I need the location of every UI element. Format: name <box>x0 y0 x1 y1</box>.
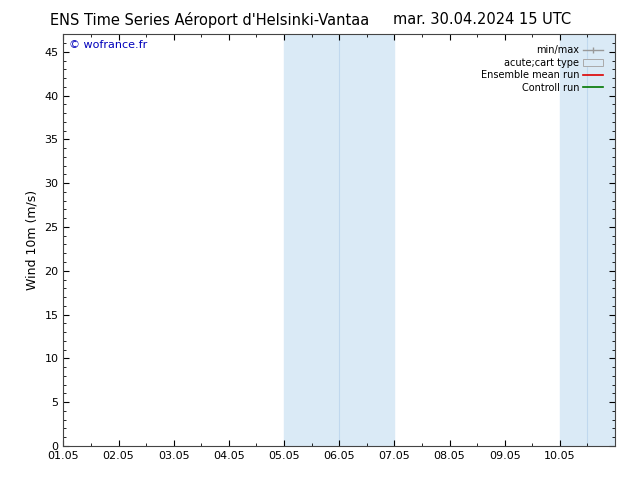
Text: © wofrance.fr: © wofrance.fr <box>69 41 147 50</box>
Y-axis label: Wind 10m (m/s): Wind 10m (m/s) <box>26 190 39 290</box>
Text: mar. 30.04.2024 15 UTC: mar. 30.04.2024 15 UTC <box>393 12 571 27</box>
Bar <box>560 34 615 446</box>
Bar <box>284 34 394 446</box>
Text: ENS Time Series Aéroport d'Helsinki-Vantaa: ENS Time Series Aéroport d'Helsinki-Vant… <box>49 12 369 28</box>
Legend: min/max, acute;cart type, Ensemble mean run, Controll run: min/max, acute;cart type, Ensemble mean … <box>479 43 605 95</box>
